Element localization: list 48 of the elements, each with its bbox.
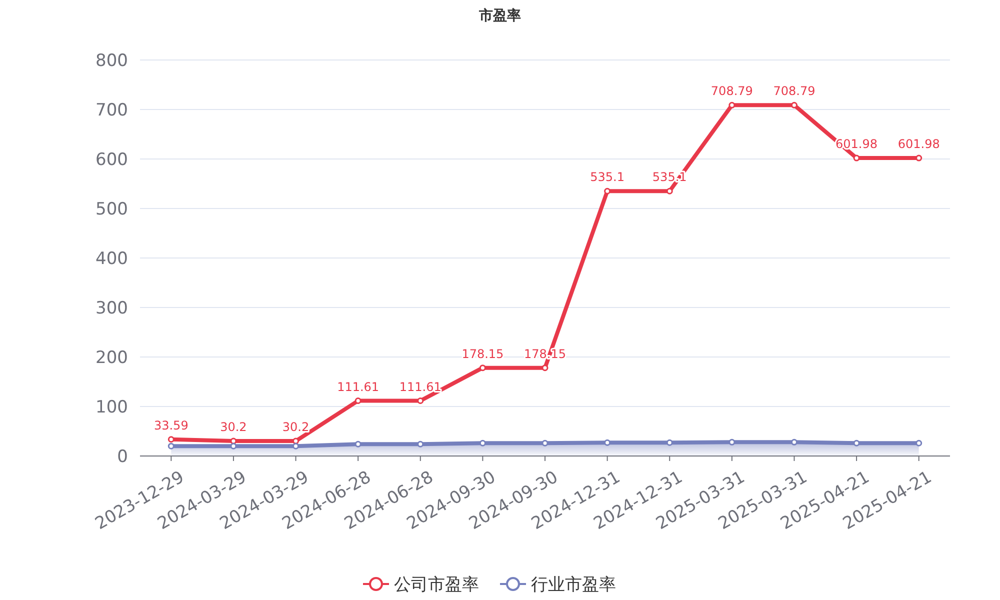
point <box>230 442 237 450</box>
point <box>853 440 860 446</box>
data-label: 708.79 <box>773 84 816 98</box>
y-tick-label: 300 <box>96 298 128 318</box>
point <box>292 442 300 450</box>
data-label: 33.59 <box>154 418 188 432</box>
y-tick-label: 600 <box>96 150 128 170</box>
point <box>417 398 424 404</box>
point <box>292 438 300 444</box>
point <box>666 188 673 194</box>
point <box>230 438 237 444</box>
point <box>417 440 424 448</box>
point <box>728 102 736 108</box>
point <box>728 438 736 446</box>
point <box>168 442 174 450</box>
point <box>604 439 611 446</box>
point <box>542 440 548 446</box>
data-label: 30.2 <box>220 420 247 434</box>
point <box>790 102 798 108</box>
data-label: 30.2 <box>282 420 310 434</box>
data-label: 601.98 <box>898 137 940 152</box>
point <box>853 154 860 162</box>
y-tick-label: 500 <box>96 199 128 220</box>
y-tick-label: 800 <box>96 50 128 71</box>
y-tick-label: 400 <box>96 248 128 269</box>
point <box>790 438 798 446</box>
y-tick-label: 100 <box>96 397 128 418</box>
point <box>479 440 486 446</box>
point <box>354 398 362 404</box>
point <box>916 154 922 162</box>
point <box>354 440 362 448</box>
point <box>604 188 611 194</box>
data-label: 178.15 <box>462 346 504 361</box>
point <box>666 439 673 446</box>
data-label: 708.79 <box>710 84 753 98</box>
point <box>168 436 174 443</box>
point <box>916 440 922 446</box>
point <box>542 364 548 372</box>
y-tick-label: 200 <box>96 348 128 368</box>
legend-label: 行业市盈率 <box>531 574 616 595</box>
data-label: 111.61 <box>399 380 442 394</box>
point <box>479 364 486 372</box>
data-label: 111.61 <box>337 380 380 394</box>
y-tick-label: 700 <box>96 100 128 120</box>
data-label: 535.1 <box>590 170 624 184</box>
chart-title: 市盈率 <box>478 7 521 24</box>
y-tick-label: 0 <box>117 446 128 467</box>
legend-label: 公司市盈率 <box>394 574 479 595</box>
